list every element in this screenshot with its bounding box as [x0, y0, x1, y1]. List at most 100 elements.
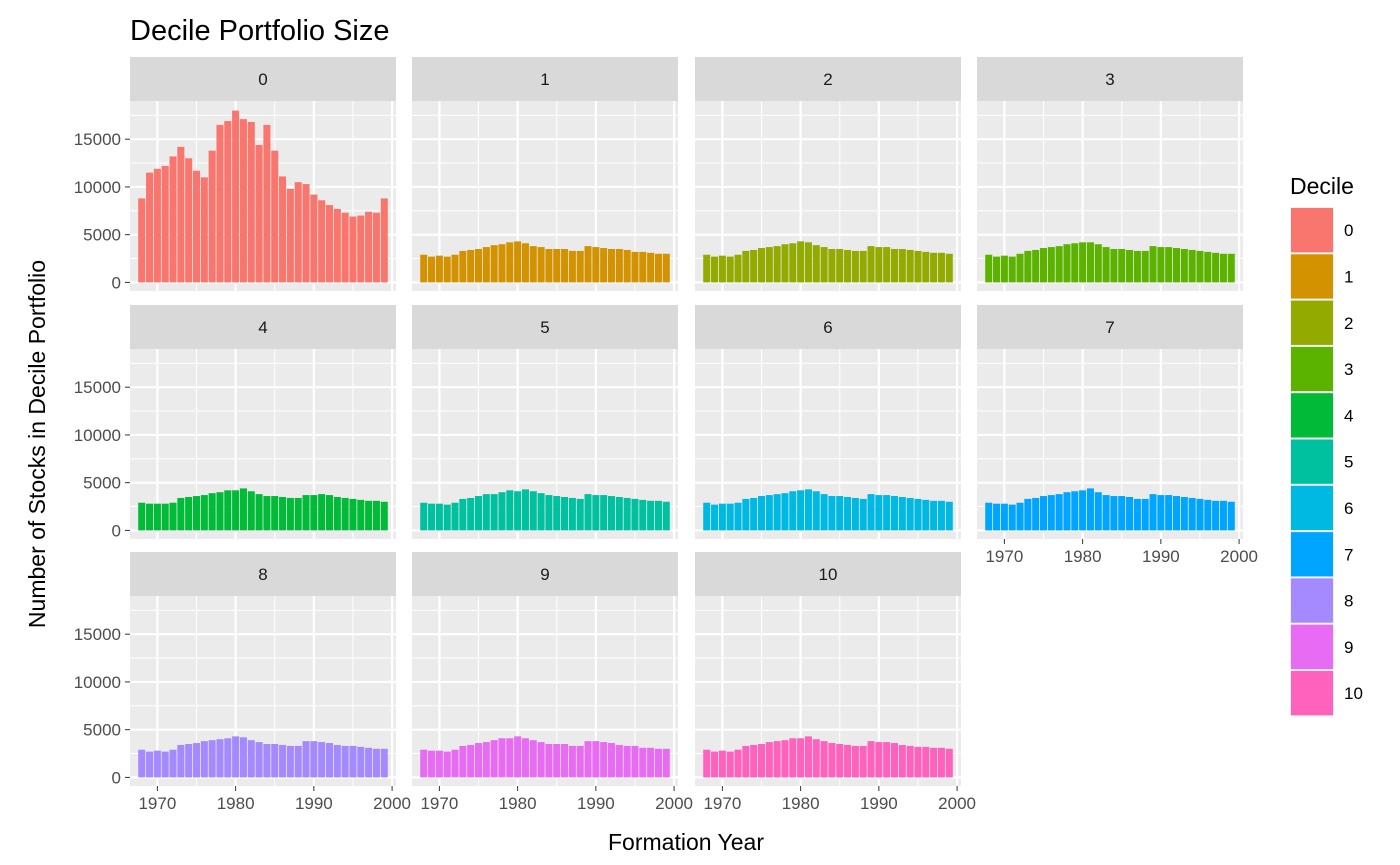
bar — [765, 495, 773, 531]
bar — [883, 495, 891, 531]
bar — [812, 739, 820, 778]
bar — [867, 741, 875, 778]
legend: Decile 0 1 2 3 4 5 6 7 8 9 10 — [1290, 173, 1363, 717]
bar — [1032, 249, 1040, 283]
facet-panel-9: 9 1970 1980 1990 2000 — [412, 552, 693, 813]
bar — [812, 491, 820, 531]
bar — [545, 743, 553, 778]
bar — [757, 496, 766, 531]
bar — [302, 495, 310, 531]
bar — [1016, 502, 1024, 531]
bar — [930, 747, 938, 778]
bar — [255, 742, 263, 778]
bar — [380, 501, 388, 531]
bar — [514, 736, 522, 778]
bar — [867, 246, 875, 283]
bar — [185, 158, 193, 283]
bar — [726, 751, 734, 778]
bar — [553, 743, 561, 778]
facet-strip — [412, 57, 678, 101]
bar — [365, 747, 373, 778]
bar — [576, 745, 584, 778]
bar — [654, 500, 662, 531]
bar — [185, 496, 193, 531]
bar — [718, 750, 726, 778]
bar — [1149, 494, 1157, 531]
bar — [192, 496, 201, 531]
bar — [1212, 500, 1220, 531]
bar — [420, 749, 428, 778]
bar — [325, 205, 334, 283]
bar — [467, 744, 475, 778]
bar-series-9 — [420, 736, 670, 778]
bar — [529, 246, 537, 283]
bar — [844, 496, 852, 531]
bar-series-8 — [138, 736, 388, 778]
bar — [600, 742, 608, 778]
bar — [742, 498, 750, 531]
bar — [1196, 498, 1204, 531]
bar — [146, 503, 154, 531]
bar — [428, 750, 436, 778]
facet-panels: 0 0 5000 10000 15000 1 2 3 4 0 5000 10000 15000 5 6 7 19… — [74, 57, 1258, 813]
bar — [146, 751, 154, 778]
bar — [1102, 495, 1110, 531]
bar — [153, 750, 161, 778]
bar — [561, 496, 569, 531]
bar — [883, 742, 891, 778]
bar — [607, 248, 616, 283]
bar — [1063, 244, 1071, 283]
bar — [1133, 250, 1141, 283]
bar — [828, 743, 836, 778]
bar — [474, 743, 483, 778]
bar — [271, 496, 279, 531]
bar — [365, 211, 373, 283]
bar — [561, 743, 569, 778]
bar — [216, 492, 224, 531]
bar — [647, 747, 655, 778]
facet-strip-label: 4 — [258, 318, 267, 337]
bar — [859, 745, 867, 778]
bar — [529, 740, 537, 778]
facet-panel-2: 2 — [695, 57, 961, 291]
legend-key-0 — [1291, 208, 1333, 253]
bar — [1227, 253, 1235, 283]
bar-series-5 — [420, 489, 670, 531]
bar — [490, 740, 498, 778]
bar — [820, 741, 828, 778]
bar — [537, 742, 545, 778]
bar — [255, 144, 263, 283]
bar — [836, 743, 844, 778]
bar — [286, 497, 294, 531]
bar — [1172, 248, 1181, 283]
y-tick-label: 0 — [112, 768, 121, 787]
bar-series-10 — [703, 736, 953, 778]
bar — [781, 244, 789, 283]
bar — [945, 748, 953, 778]
bar — [365, 500, 373, 531]
bar — [742, 745, 750, 778]
bar — [1094, 492, 1102, 531]
bar — [482, 742, 490, 778]
y-tick-label: 5000 — [83, 226, 121, 245]
bar — [993, 256, 1001, 283]
bar — [294, 497, 302, 531]
bar — [836, 496, 844, 531]
x-tick-label: 2000 — [938, 794, 976, 813]
bar — [1024, 498, 1032, 531]
legend-key-9 — [1291, 624, 1333, 669]
bar — [459, 745, 467, 778]
bar — [428, 503, 436, 531]
bar — [773, 741, 781, 778]
bar — [750, 744, 758, 778]
bar — [553, 496, 561, 531]
x-tick-label: 2000 — [373, 794, 411, 813]
bar — [844, 249, 852, 283]
bar — [1180, 248, 1188, 283]
panel-grid — [412, 596, 678, 786]
bar — [247, 740, 255, 778]
y-tick-label: 15000 — [74, 625, 121, 644]
bar — [615, 496, 623, 531]
bar-series-0 — [138, 110, 388, 283]
bar — [537, 493, 545, 531]
